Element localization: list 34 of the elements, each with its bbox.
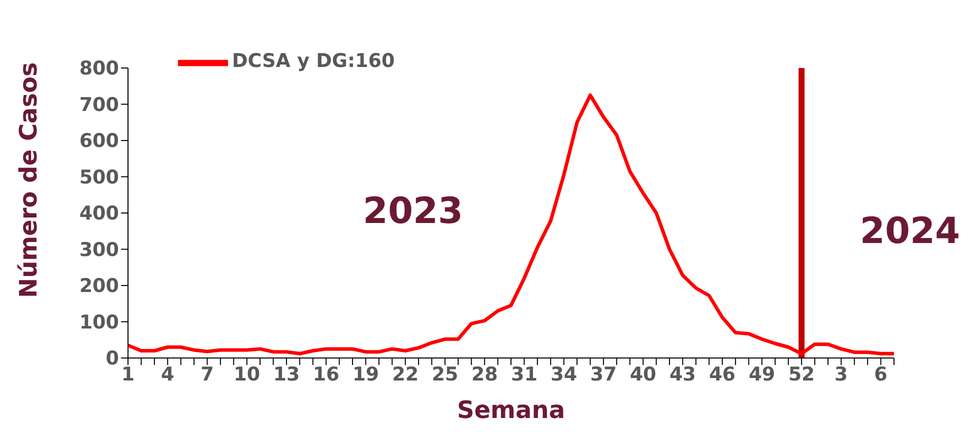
y-tick-label: 100 (79, 311, 119, 334)
x-axis-title: Semana (456, 396, 566, 424)
y-tick-label: 0 (106, 348, 119, 370)
y-axis-title: Número de Casos (14, 62, 43, 298)
y-tick-label: 800 (79, 58, 119, 80)
x-tick-label: 16 (312, 363, 340, 386)
x-tick-label: 3 (834, 363, 848, 386)
x-tick-label: 28 (471, 363, 498, 386)
y-tick-label: 300 (79, 238, 119, 261)
x-tick-label: 7 (200, 363, 214, 386)
x-tick-label: 40 (630, 363, 656, 386)
x-tick-label: 13 (273, 363, 300, 386)
x-tick-label: 19 (352, 363, 379, 386)
legend-label: DCSA y DG:160 (232, 50, 395, 72)
x-tick-label: 34 (550, 363, 578, 386)
y-tick-label: 200 (79, 275, 119, 298)
y-tick-label: 700 (79, 94, 119, 116)
x-tick-label: 31 (510, 363, 538, 386)
annotation: 2023 (362, 191, 464, 232)
x-tick-label: 46 (709, 363, 736, 386)
x-tick-label: 6 (874, 363, 888, 386)
x-tick-label: 37 (590, 363, 617, 386)
y-tick-label: 600 (79, 130, 119, 152)
x-tick-label: 4 (161, 363, 174, 386)
x-tick-label: 49 (748, 363, 776, 386)
x-tick-label: 52 (788, 363, 815, 386)
x-tick-label: 1 (121, 363, 135, 386)
x-tick-label: 43 (669, 363, 696, 386)
x-tick-label: 25 (432, 363, 458, 386)
annotation: 2024 (858, 211, 962, 252)
x-tick-label: 22 (392, 363, 419, 386)
y-tick-label: 400 (79, 202, 119, 225)
x-tick-label: 10 (234, 363, 260, 386)
y-tick-label: 500 (79, 166, 119, 188)
